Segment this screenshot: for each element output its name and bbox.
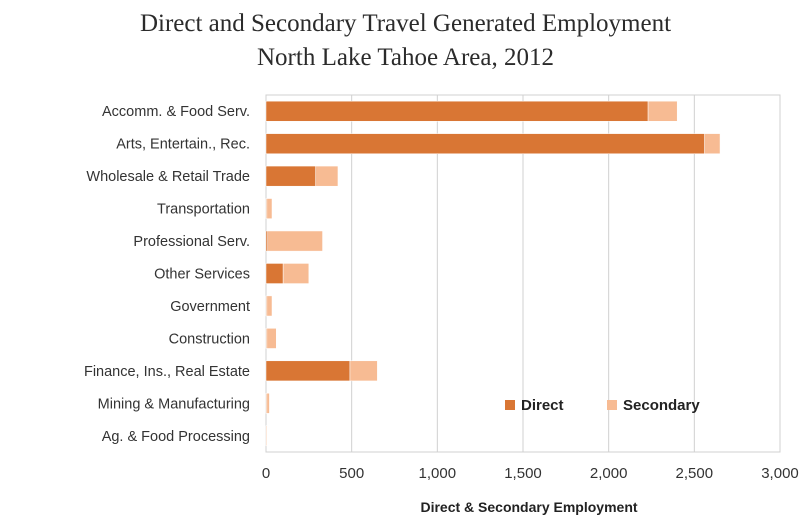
x-tick-label: 1,000: [419, 465, 457, 482]
category-label: Mining & Manufacturing: [98, 396, 250, 412]
category-label: Government: [170, 299, 250, 315]
category-label: Professional Serv.: [133, 234, 250, 250]
bar-secondary: [266, 198, 273, 219]
category-label: Other Services: [154, 267, 250, 283]
x-tick-label: 2,500: [676, 465, 714, 482]
legend-swatch: [607, 400, 617, 410]
chart-subtitle: North Lake Tahoe Area, 2012: [257, 44, 554, 71]
category-label: Arts, Entertain., Rec.: [116, 137, 250, 153]
x-axis-label: Direct & Secondary Employment: [420, 499, 637, 515]
bar-secondary: [349, 360, 378, 382]
bar-secondary: [315, 165, 339, 187]
bar-direct: [265, 360, 351, 382]
x-tick-label: 500: [339, 465, 364, 482]
bar-secondary: [267, 230, 323, 252]
bar-direct: [265, 230, 268, 252]
bar-secondary: [265, 425, 268, 447]
category-label: Finance, Ins., Real Estate: [84, 364, 250, 380]
bar-direct: [265, 100, 649, 122]
category-label: Transportation: [157, 202, 250, 218]
category-label: Ag. & Food Processing: [102, 429, 250, 445]
bar-direct: [265, 263, 284, 284]
x-tick-label: 1,500: [504, 465, 542, 482]
bar-secondary: [282, 263, 310, 284]
bar-secondary: [704, 133, 721, 154]
legend: Direct Secondary: [505, 397, 700, 414]
legend-swatch: [505, 400, 515, 410]
x-tick-label: 0: [262, 465, 270, 482]
bar-secondary: [266, 393, 270, 414]
bar-direct: [265, 165, 316, 187]
legend-label: Direct: [521, 397, 564, 414]
bar-secondary: [647, 100, 678, 122]
x-tick-label: 2,000: [590, 465, 628, 482]
category-label: Accomm. & Food Serv.: [102, 104, 250, 120]
category-label: Construction: [169, 331, 250, 347]
chart-title: Direct and Secondary Travel Generated Em…: [139, 10, 672, 37]
category-label: Wholesale & Retail Trade: [86, 169, 250, 185]
x-tick-label: 3,000: [761, 465, 799, 482]
bar-direct: [265, 133, 705, 154]
bar-secondary: [266, 328, 277, 349]
legend-label: Secondary: [623, 397, 700, 414]
bar-secondary: [266, 295, 273, 317]
